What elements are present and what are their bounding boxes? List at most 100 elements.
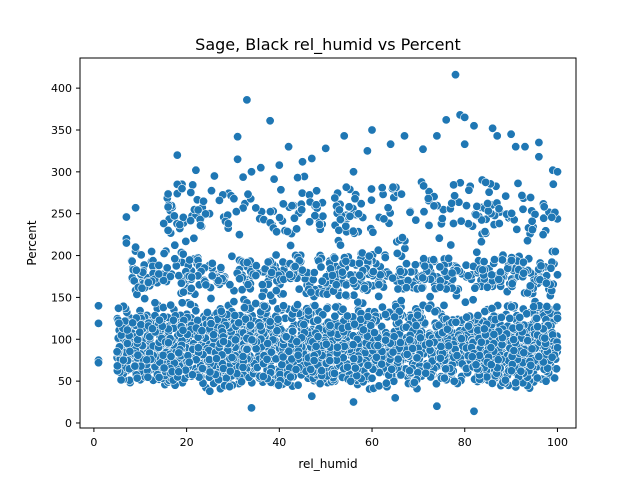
data-point [541, 376, 551, 386]
data-point [541, 278, 551, 288]
data-point [278, 199, 288, 209]
data-point [547, 212, 557, 222]
data-point [225, 280, 235, 290]
data-point [447, 198, 457, 208]
data-point [380, 309, 390, 319]
data-point [480, 227, 490, 237]
data-point [476, 237, 486, 247]
data-point [325, 320, 335, 330]
data-point [216, 263, 226, 273]
data-point [435, 353, 445, 363]
data-point [311, 341, 321, 351]
data-point [169, 211, 179, 221]
data-point [379, 214, 389, 224]
axes-frame [79, 57, 577, 429]
data-point [346, 376, 356, 386]
data-point [201, 280, 211, 290]
data-point [251, 298, 261, 308]
data-point [131, 265, 141, 275]
data-point [439, 300, 449, 310]
data-point [284, 142, 294, 152]
data-point [369, 328, 379, 338]
data-point [186, 216, 196, 226]
data-point [415, 333, 425, 343]
data-point [424, 220, 434, 230]
data-point [356, 199, 366, 209]
data-point [159, 363, 169, 373]
data-point [437, 214, 447, 224]
data-point [193, 343, 203, 353]
data-point [418, 144, 428, 154]
data-point [135, 327, 145, 337]
data-point [176, 278, 186, 288]
data-point [174, 348, 184, 358]
data-point [318, 211, 328, 221]
data-point [501, 191, 511, 201]
data-point [303, 306, 313, 316]
data-point [163, 189, 173, 199]
data-point [348, 340, 358, 350]
data-point [335, 240, 345, 250]
data-point [419, 207, 429, 217]
data-point [548, 179, 558, 189]
data-point [209, 330, 219, 340]
data-point [540, 333, 550, 343]
data-point [286, 241, 296, 251]
data-point [131, 203, 141, 213]
data-point [332, 342, 342, 352]
data-point [469, 121, 479, 131]
x-tick-label: 0 [90, 436, 97, 449]
data-point [225, 382, 235, 392]
data-point [335, 215, 345, 225]
data-point [241, 314, 251, 324]
data-point [242, 95, 252, 105]
data-point [487, 378, 497, 388]
data-point [259, 301, 269, 311]
data-point [147, 324, 157, 334]
data-point [154, 269, 164, 279]
data-point [136, 250, 146, 260]
data-point [377, 321, 387, 331]
data-point [449, 180, 459, 190]
data-point [525, 281, 535, 291]
data-point [393, 284, 403, 294]
data-point [436, 341, 446, 351]
data-point [552, 270, 562, 280]
data-point [482, 282, 492, 292]
data-point [317, 366, 327, 376]
y-axis-label: Percent [25, 220, 39, 265]
data-point [187, 272, 197, 282]
data-point [402, 349, 412, 359]
data-point [305, 217, 315, 227]
data-point [235, 274, 245, 284]
data-point [505, 313, 515, 323]
data-point [274, 380, 284, 390]
data-point [533, 322, 543, 332]
data-point [552, 167, 562, 177]
data-point [129, 276, 139, 286]
data-point [271, 286, 281, 296]
data-point [121, 212, 131, 222]
data-point [489, 255, 499, 265]
data-point [170, 240, 180, 250]
data-point [339, 131, 349, 141]
data-point [368, 227, 378, 237]
data-point [517, 191, 527, 201]
data-point [278, 352, 288, 362]
data-point [341, 256, 351, 266]
data-point [225, 366, 235, 376]
data-point [386, 139, 396, 149]
data-point [529, 302, 539, 312]
data-point [186, 283, 196, 293]
data-point [513, 178, 523, 188]
data-point [207, 186, 217, 196]
data-point [321, 339, 331, 349]
data-point [507, 279, 517, 289]
x-tick-label: 40 [272, 436, 286, 449]
data-point [294, 284, 304, 294]
data-point [483, 206, 493, 216]
data-point [331, 280, 341, 290]
data-point [143, 372, 153, 382]
data-point [514, 322, 524, 332]
data-point [284, 346, 294, 356]
